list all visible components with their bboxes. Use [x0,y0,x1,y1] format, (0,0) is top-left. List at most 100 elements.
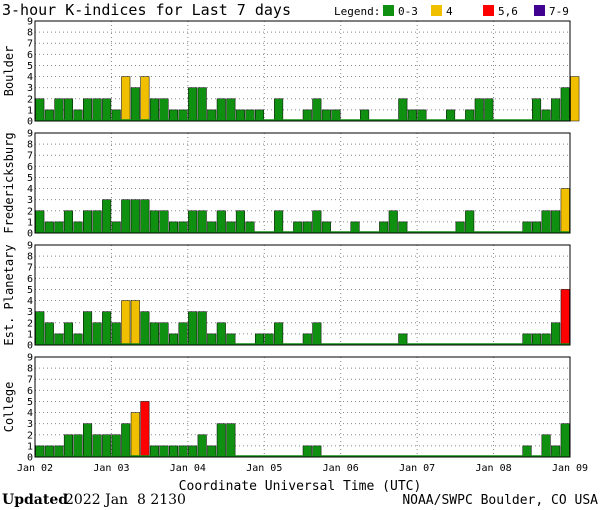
bar [83,98,93,122]
legend-label: Legend: [334,5,380,18]
bar [398,98,408,122]
y-tick-label: 2 [27,318,33,329]
y-tick-label: 0 [27,341,33,352]
bar [130,412,140,458]
x-axis-label: Coordinate Universal Time (UTC) [179,479,422,494]
bar [140,199,150,234]
bar [92,210,102,234]
x-axis: Jan 02 Jan 03 Jan 04 Jan 05 Jan 06 Jan 07 Jan … [17,463,588,474]
y-tick-label: 5 [27,285,33,296]
bar [140,401,150,458]
bar [312,322,322,346]
legend-swatch-2 [483,5,494,16]
bar [130,300,140,346]
x-tick-label: Jan 06 [323,463,359,474]
y-tick-label: 1 [27,105,33,116]
bar [274,210,284,234]
panel-label: Fredericksburg [2,132,16,233]
bar [92,434,102,458]
y-tick-label: 5 [27,173,33,184]
bar [111,322,121,346]
bar [274,322,284,346]
bar [54,98,64,122]
legend-entry-0: 0-3 [398,5,418,18]
bar [541,434,551,458]
bar [73,434,83,458]
y-tick-label: 9 [27,241,33,252]
bar [111,434,121,458]
panel-frame [34,356,571,458]
y-tick-label: 6 [27,274,33,285]
footer: Updated 2022 Jan 8 2130 NOAA/SWPC Boulde… [2,492,598,508]
bar [140,76,150,122]
bar [159,210,169,234]
credit-text: NOAA/SWPC Boulder, CO USA [402,493,598,508]
bar [560,87,570,122]
bar [149,322,159,346]
legend-entry-1: 4 [446,5,453,18]
bar [197,434,207,458]
bar [541,210,551,234]
bar [63,98,73,122]
bar [121,76,131,122]
bar [159,98,169,122]
bar [216,322,226,346]
x-tick-label: Jan 07 [399,463,435,474]
legend-entry-2: 5,6 [498,5,518,18]
bar [102,199,112,234]
bar [274,98,284,122]
panels: 0123456789Boulder0123456789Fredericksbur… [2,17,580,464]
y-tick-label: 0 [27,117,33,128]
y-tick-label: 9 [27,17,33,28]
x-tick-label: Jan 04 [170,463,206,474]
legend-swatch-0 [383,5,394,16]
legend-swatch-1 [431,5,442,16]
y-tick-label: 4 [27,184,33,195]
y-tick-label: 0 [27,453,33,464]
y-tick-label: 7 [27,39,33,50]
x-tick-label: Jan 03 [93,463,129,474]
bar [197,87,207,122]
bar [83,311,93,346]
bar [35,210,45,234]
chart-title: 3-hour K-indices for Last 7 days [2,1,291,19]
y-tick-label: 3 [27,195,33,206]
y-tick-label: 8 [27,364,33,375]
bar [465,210,475,234]
y-tick-label: 7 [27,151,33,162]
y-tick-label: 3 [27,419,33,430]
bar [216,423,226,458]
y-tick-label: 8 [27,140,33,151]
bar [560,423,570,458]
bar [102,98,112,122]
bar [216,210,226,234]
bar [149,210,159,234]
legend-swatch-3 [534,5,545,16]
y-tick-label: 1 [27,441,33,452]
panel-label: Est. Planetary [2,244,16,345]
bar [63,434,73,458]
panel-frame [34,132,571,234]
bar [188,87,198,122]
bar [226,423,236,458]
bar [235,210,245,234]
y-tick-label: 0 [27,229,33,240]
bar [216,98,226,122]
bar [388,210,398,234]
bar [197,210,207,234]
bar [188,311,198,346]
bar [121,423,131,458]
bar [35,98,45,122]
updated-label: Updated [2,492,68,508]
bar [92,322,102,346]
y-tick-label: 5 [27,397,33,408]
y-tick-label: 6 [27,50,33,61]
bar [121,300,131,346]
y-tick-label: 9 [27,129,33,140]
panel-frame [34,20,571,122]
